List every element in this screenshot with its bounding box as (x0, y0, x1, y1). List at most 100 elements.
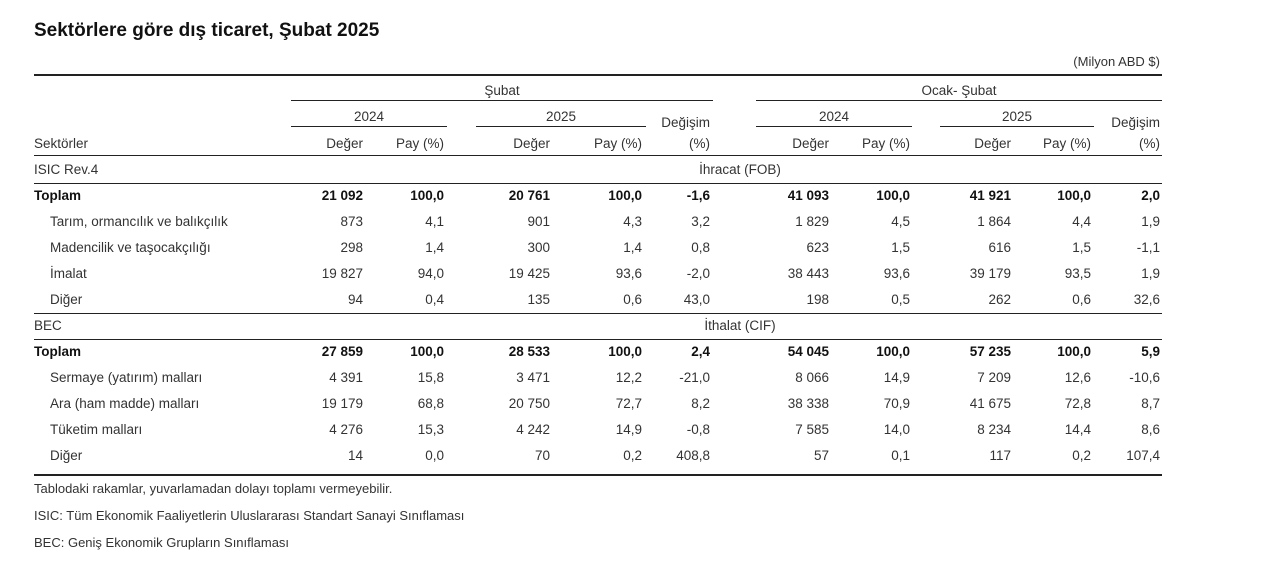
table-cell: 100,0 (608, 188, 642, 203)
table-cell: 117 (989, 448, 1011, 463)
table-cell: 100,0 (608, 344, 642, 359)
row-label: Toplam (34, 344, 81, 359)
table-cell: 0,2 (1072, 448, 1091, 463)
table-cell: 4,1 (425, 214, 444, 229)
table-cell: 12,6 (1064, 370, 1091, 385)
table-cell: -10,6 (1129, 370, 1160, 385)
table-cell: 408,8 (676, 448, 710, 463)
table-cell: 19 425 (508, 266, 550, 281)
table-cell: 107,4 (1126, 448, 1160, 463)
table-cell: 93,6 (883, 266, 910, 281)
table-cell: 0,8 (691, 240, 710, 255)
table-cell: -21,0 (679, 370, 710, 385)
row-label: Tarım, ormancılık ve balıkçılık (50, 214, 228, 229)
table-cell: 72,8 (1064, 396, 1091, 411)
footnote: ISIC: Tüm Ekonomik Faaliyetlerin Uluslar… (34, 508, 465, 523)
footnote: Tablodaki rakamlar, yuvarlamadan dolayı … (34, 481, 393, 496)
table-cell: 0,0 (425, 448, 444, 463)
table-cell: 7 585 (795, 422, 829, 437)
table-cell: 7 209 (977, 370, 1011, 385)
column-header-pay: Pay (%) (861, 136, 910, 151)
row-label: Diğer (50, 448, 83, 463)
section-separator (34, 313, 1162, 314)
table-cell: 41 093 (787, 188, 829, 203)
table-cell: 19 827 (321, 266, 363, 281)
table-cell: 0,4 (425, 292, 444, 307)
unit-label: (Milyon ABD $) (1073, 54, 1160, 69)
table-cell: 8,6 (1141, 422, 1160, 437)
table-cell: 14,9 (883, 370, 910, 385)
column-header-deger: Değer (326, 136, 363, 151)
table-cell: 100,0 (410, 344, 444, 359)
table-cell: 901 (527, 214, 550, 229)
table-cell: 100,0 (410, 188, 444, 203)
row-label: İmalat (50, 266, 87, 281)
sektorler-header: Sektörler (34, 136, 89, 151)
page-title: Sektörlere göre dış ticaret, Şubat 2025 (34, 20, 380, 41)
table-cell: 8,2 (691, 396, 710, 411)
table-cell: 38 338 (787, 396, 829, 411)
column-header-pay: Pay (%) (593, 136, 642, 151)
table-cell: 4 276 (329, 422, 363, 437)
table-cell: 3 471 (516, 370, 550, 385)
table-cell: 4,4 (1072, 214, 1091, 229)
table-cell: 39 179 (969, 266, 1011, 281)
table-cell: 2,0 (1141, 188, 1160, 203)
table-cell: 198 (806, 292, 829, 307)
table-cell: 1,4 (623, 240, 642, 255)
table-cell: 1 829 (795, 214, 829, 229)
column-header-deger: Değer (974, 136, 1011, 151)
table-cell: 93,5 (1064, 266, 1091, 281)
table-cell: 1,9 (1141, 266, 1160, 281)
column-header-deger: Değer (513, 136, 550, 151)
table-cell: -1,1 (1136, 240, 1160, 255)
section-title: İhracat (FOB) (699, 162, 781, 177)
table-cell: 1,5 (891, 240, 910, 255)
column-header-pay: Pay (%) (1042, 136, 1091, 151)
column-header-pay: Pay (%) (395, 136, 444, 151)
table-cell: 100,0 (876, 344, 910, 359)
table-cell: 38 443 (787, 266, 829, 281)
ocak-subat-group-rule (756, 100, 1162, 101)
table-cell: 14,0 (883, 422, 910, 437)
table-cell: 54 045 (787, 344, 829, 359)
table-cell: 43,0 (683, 292, 710, 307)
table-cell: 1,5 (1072, 240, 1091, 255)
table-cell: 12,2 (615, 370, 642, 385)
subat-2025-rule (476, 126, 646, 127)
table-cell: 14,4 (1064, 422, 1091, 437)
subat-group-rule (291, 100, 713, 101)
table-cell: 0,6 (623, 292, 642, 307)
table-cell: 8 234 (977, 422, 1011, 437)
table-cell: 1,9 (1141, 214, 1160, 229)
top-rule (34, 74, 1162, 76)
table-cell: 94,0 (417, 266, 444, 281)
year-2025-ocak: 2025 (1001, 109, 1033, 124)
table-cell: 100,0 (876, 188, 910, 203)
table-cell: 19 179 (321, 396, 363, 411)
table-cell: 14,9 (615, 422, 642, 437)
table-cell: -0,8 (686, 422, 710, 437)
section-label: ISIC Rev.4 (34, 162, 99, 177)
table-cell: 0,1 (891, 448, 910, 463)
table-cell: 8,7 (1141, 396, 1160, 411)
table-cell: 70,9 (883, 396, 910, 411)
table-cell: 100,0 (1057, 344, 1091, 359)
table-cell: 1 864 (977, 214, 1011, 229)
section-title: İthalat (CIF) (704, 318, 776, 333)
table-cell: 20 761 (508, 188, 550, 203)
degisim-ocak: Değişim (1111, 115, 1160, 130)
section-label: BEC (34, 318, 62, 333)
table-cell: 4 391 (329, 370, 363, 385)
table-cell: 21 092 (321, 188, 363, 203)
table-cell: 68,8 (417, 396, 444, 411)
table-cell: 3,2 (691, 214, 710, 229)
table-cell: 298 (340, 240, 363, 255)
degisim-subat: Değişim (661, 115, 710, 130)
table-cell: 41 921 (969, 188, 1011, 203)
column-header-deger: Değer (792, 136, 829, 151)
column-header-pct: (%) (1139, 136, 1160, 151)
subat-2024-rule (291, 126, 447, 127)
table-cell: 94 (347, 292, 363, 307)
group-subat: Şubat (484, 83, 520, 98)
